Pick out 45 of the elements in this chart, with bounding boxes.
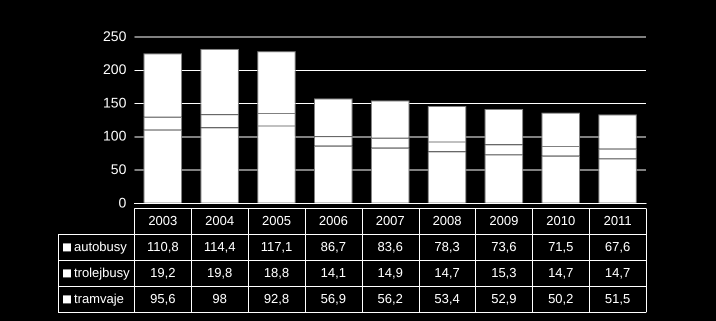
x-tick-label: 2003 (148, 212, 178, 228)
legend-label: autobusy (74, 238, 128, 254)
y-tick-label: 200 (103, 61, 127, 78)
data-label: 86,7 (320, 238, 346, 254)
x-tick-label: 2004 (205, 212, 234, 228)
data-label: 14,9 (378, 264, 403, 280)
data-label: 67,6 (604, 238, 630, 254)
data-label: 15,3 (491, 264, 517, 280)
data-label: 114,4 (204, 238, 236, 254)
data-label: 56,9 (320, 290, 346, 306)
data-label: 95,6 (150, 290, 176, 306)
x-tick-label: 2005 (262, 212, 291, 228)
data-label: 53,4 (434, 290, 460, 306)
data-label: 83,6 (378, 238, 403, 254)
data-label: 14,7 (604, 264, 630, 280)
x-tick-label: 2011 (604, 212, 632, 228)
data-label: 98 (212, 290, 227, 306)
data-label: 92,8 (264, 290, 290, 306)
data-label: 19,2 (150, 264, 176, 280)
data-label: 18,8 (264, 264, 290, 280)
data-label: 14,7 (434, 264, 460, 280)
y-tick-label: 250 (103, 28, 127, 44)
data-label: 117,1 (260, 238, 292, 254)
data-label: 14,1 (320, 264, 346, 280)
data-label: 50,2 (548, 290, 574, 306)
x-tick-label: 2008 (432, 212, 462, 228)
x-tick-label: 2010 (546, 212, 576, 228)
data-label: 14,7 (548, 264, 574, 280)
data-label: 73,6 (491, 238, 517, 254)
y-tick-label: 0 (118, 194, 127, 210)
x-tick-label: 2007 (376, 212, 405, 228)
data-label: 19,8 (206, 264, 232, 280)
y-tick-label: 100 (103, 128, 127, 144)
x-tick-label: 2009 (489, 212, 518, 228)
legend-label: tramvaje (74, 290, 124, 306)
legend-label: trolejbusy (74, 264, 130, 280)
data-label: 71,5 (548, 238, 574, 254)
y-tick-label: 150 (103, 94, 127, 110)
x-tick-label: 2006 (318, 212, 348, 228)
data-label: 78,3 (434, 238, 460, 254)
y-tick-label: 50 (110, 160, 127, 177)
data-label: 56,2 (378, 290, 403, 306)
data-label: 51,5 (604, 290, 630, 306)
data-label: 110,8 (146, 238, 179, 254)
data-label: 52,9 (491, 290, 517, 306)
